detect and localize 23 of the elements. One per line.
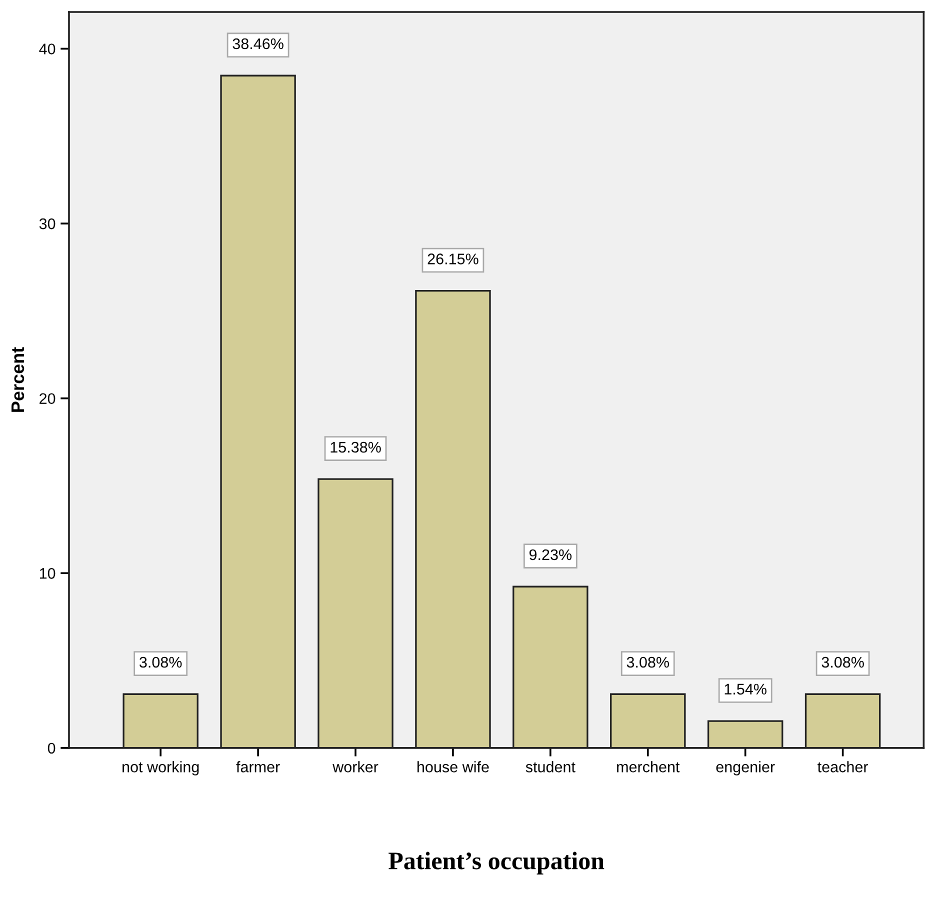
data-label: 9.23%: [529, 549, 572, 560]
y-axis-title: Percent: [12, 347, 24, 412]
x-tick-label: worker: [332, 761, 378, 772]
data-label: 3.08%: [626, 656, 669, 668]
y-tick-label: 40: [39, 44, 56, 54]
x-tick-label: engenier: [716, 761, 775, 776]
y-tick-label: 20: [40, 393, 56, 404]
data-label: 3.08%: [140, 656, 182, 668]
x-tick-label: house wife: [418, 761, 489, 772]
y-tick-label: 0: [48, 742, 56, 754]
x-tick-label: farmer: [236, 761, 280, 772]
data-label: 26.15%: [428, 254, 478, 264]
data-label: 38.46%: [232, 38, 284, 50]
x-tick-label: student: [526, 761, 576, 772]
x-axis-title: Patient’s occupation: [388, 852, 604, 874]
x-tick-label: teacher: [818, 761, 868, 772]
data-label: 15.38%: [330, 442, 381, 453]
data-label: 1.54%: [724, 684, 766, 695]
data-label: 3.08%: [822, 656, 864, 668]
y-tick-label: 30: [39, 218, 56, 230]
x-tick-label: merchent: [617, 761, 680, 772]
y-tick-label: 10: [40, 568, 56, 579]
x-tick-label: not working: [122, 761, 199, 776]
